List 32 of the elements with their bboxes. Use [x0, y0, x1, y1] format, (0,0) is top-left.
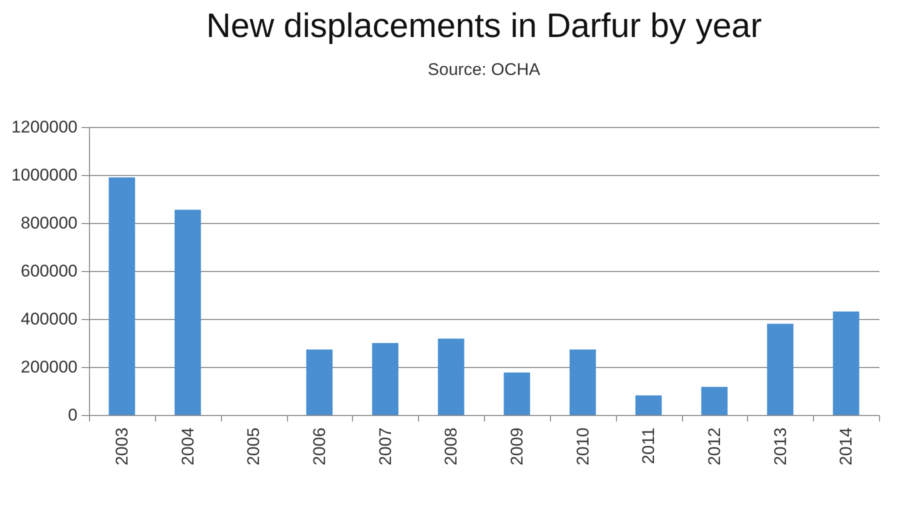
bar: [372, 343, 398, 415]
x-tick-label: 2003: [112, 428, 132, 466]
y-tick-label: 1000000: [11, 166, 78, 184]
x-tick-label: 2008: [442, 428, 461, 466]
bar: [570, 349, 596, 415]
bar: [438, 338, 464, 415]
x-tick-label: 2009: [507, 428, 526, 466]
bar: [108, 177, 136, 415]
source-note: Source: OCHA: [428, 60, 541, 79]
x-tick-label: 2011: [639, 428, 658, 464]
y-tick-label: 0: [68, 406, 78, 424]
x-tick-label: 2012: [704, 428, 724, 466]
bar: [701, 386, 728, 415]
x-tick-label: 2004: [178, 428, 198, 466]
x-tick-label: 2010: [573, 428, 592, 466]
x-tick-label: 2013: [770, 428, 790, 466]
bar: [504, 372, 530, 415]
bar: [767, 324, 794, 415]
y-tick-label: 1200000: [11, 118, 78, 136]
y-tick-label: 800000: [20, 214, 78, 232]
bar: [174, 210, 201, 415]
y-tick-label: 400000: [20, 310, 78, 328]
x-tick-label: 2014: [836, 428, 856, 466]
x-tick-label: 2007: [376, 428, 395, 466]
y-tick-label: 200000: [20, 358, 78, 376]
bar: [306, 349, 333, 415]
x-tick-label: 2006: [310, 428, 329, 466]
x-tick-label: 2005: [244, 428, 264, 466]
y-tick-label: 600000: [20, 262, 78, 280]
chart-title: New displacements in Darfur by year: [206, 7, 762, 45]
bar: [635, 395, 662, 415]
bar: [832, 312, 860, 415]
